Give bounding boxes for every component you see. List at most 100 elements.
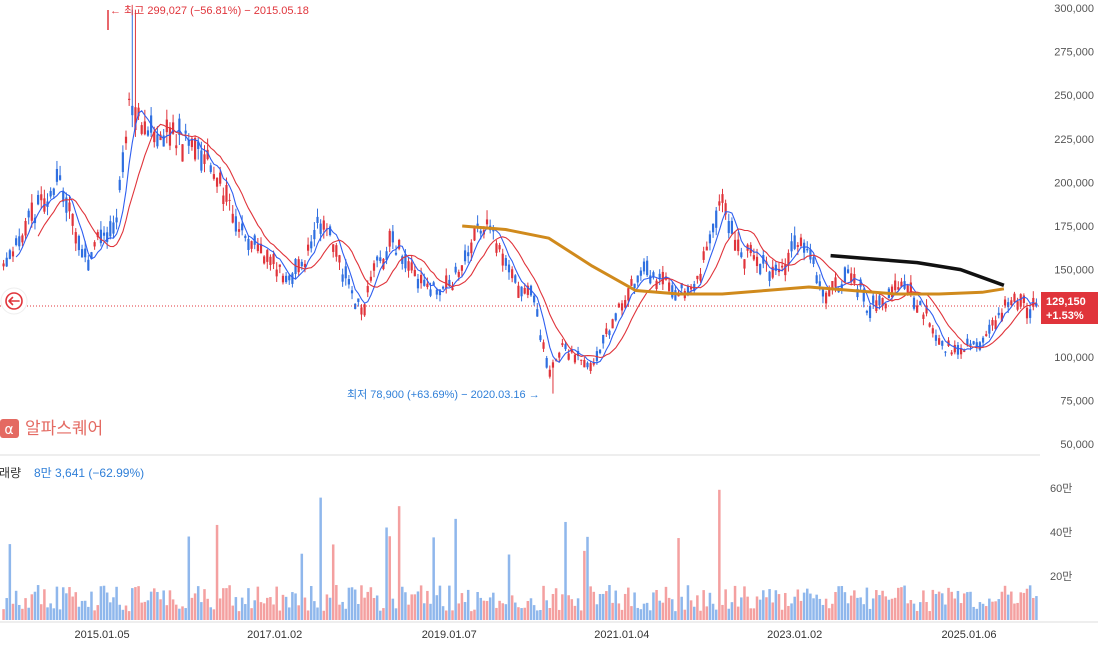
volume-bar	[212, 609, 216, 620]
candle-body	[8, 250, 11, 259]
volume-bar	[1022, 592, 1026, 620]
volume-bar	[215, 524, 219, 620]
candle-body	[815, 275, 818, 284]
volume-bar	[369, 587, 373, 620]
candle-body	[831, 281, 834, 288]
volume-bar	[77, 606, 81, 620]
candle-body	[275, 269, 278, 277]
ma-long-gold	[462, 224, 1005, 296]
candle-body	[291, 273, 294, 284]
candle-body	[919, 301, 922, 306]
volume-bar	[162, 590, 165, 620]
volume-bar	[404, 592, 407, 620]
candle-body	[244, 235, 247, 238]
volume-bar	[206, 598, 209, 620]
candle-body	[821, 287, 825, 297]
volume-bar	[526, 600, 530, 620]
volume-bar	[567, 595, 570, 620]
candle-body	[156, 134, 159, 147]
back-button[interactable]	[0, 287, 28, 315]
volume-bar	[413, 594, 417, 620]
volume-bar	[33, 591, 37, 620]
volume-bar	[561, 594, 564, 620]
candle-body	[99, 229, 102, 244]
volume-bar	[724, 589, 727, 620]
candle-body	[209, 165, 212, 172]
volume-bar	[661, 602, 665, 620]
volume-bar	[887, 599, 891, 620]
volume-bar	[702, 590, 705, 620]
volume-bar	[862, 604, 866, 620]
volume-bar	[680, 596, 683, 620]
candle-body	[840, 284, 843, 290]
candle-body	[438, 289, 442, 296]
volume-bar	[834, 592, 837, 620]
volume-bar	[981, 603, 985, 620]
volume-bar	[984, 606, 988, 620]
candle-body	[300, 261, 303, 267]
volume-bar	[601, 593, 605, 620]
volume-bar	[231, 605, 235, 620]
candle-body	[153, 131, 156, 143]
volume-bar	[200, 602, 203, 620]
volume-bar	[576, 598, 580, 620]
candle-body	[699, 273, 702, 281]
svg-text:α: α	[4, 422, 13, 438]
candle-body	[897, 287, 900, 290]
volume-bar	[234, 597, 238, 620]
volume-bar	[466, 589, 470, 620]
candle-body	[256, 244, 259, 252]
candle-body	[109, 221, 112, 237]
candle-body	[385, 251, 388, 260]
candle-body	[65, 197, 68, 213]
volume-bar	[900, 587, 903, 620]
volume-bar	[463, 602, 467, 620]
volume-bar	[297, 605, 300, 620]
ma-black	[830, 253, 1005, 287]
volume-bar	[322, 610, 326, 620]
candle-body	[1013, 293, 1016, 302]
candle-body	[426, 283, 429, 288]
candle-body	[526, 285, 529, 295]
volume-bar	[313, 601, 316, 620]
volume-bar	[529, 598, 533, 620]
volume-bar	[14, 590, 18, 620]
candle-body	[369, 276, 372, 281]
volume-bar	[476, 592, 479, 620]
candle-body	[407, 261, 410, 271]
candle-body	[894, 280, 897, 291]
candle-body	[755, 256, 759, 267]
candle-body	[416, 278, 420, 289]
last-price-change: +1.53%	[1046, 310, 1084, 322]
volume-bar	[564, 521, 567, 620]
volume-bar	[460, 593, 464, 620]
volume-bar	[454, 518, 457, 620]
x-tick-label: 2021.01.04	[594, 629, 649, 641]
candle-body	[146, 130, 150, 136]
volume-bar	[121, 609, 125, 620]
candle-body	[479, 230, 482, 234]
volume-bar	[181, 606, 184, 620]
candle-body	[969, 343, 972, 347]
volume-bar	[683, 609, 687, 620]
volume-bar	[137, 586, 140, 620]
candle-body	[451, 287, 454, 291]
candle-body	[143, 121, 146, 135]
price-tick-label: 225,000	[1054, 134, 1094, 146]
volume-bar	[52, 608, 56, 620]
volume-bar	[586, 536, 589, 620]
candle-body	[231, 213, 234, 223]
volume-bar	[27, 607, 30, 620]
volume-bar	[504, 604, 508, 620]
candle-body	[944, 351, 947, 353]
candle-body	[803, 242, 806, 253]
candle-body	[655, 280, 658, 290]
price-tick-label: 275,000	[1054, 47, 1094, 59]
candle-body	[1003, 299, 1007, 306]
volume-bar	[115, 586, 118, 620]
candle-body	[250, 241, 253, 249]
candle-body	[18, 236, 21, 247]
volume-bar	[347, 587, 351, 620]
volume-tick-label: 40만	[1050, 526, 1072, 539]
candle-body	[27, 210, 30, 218]
